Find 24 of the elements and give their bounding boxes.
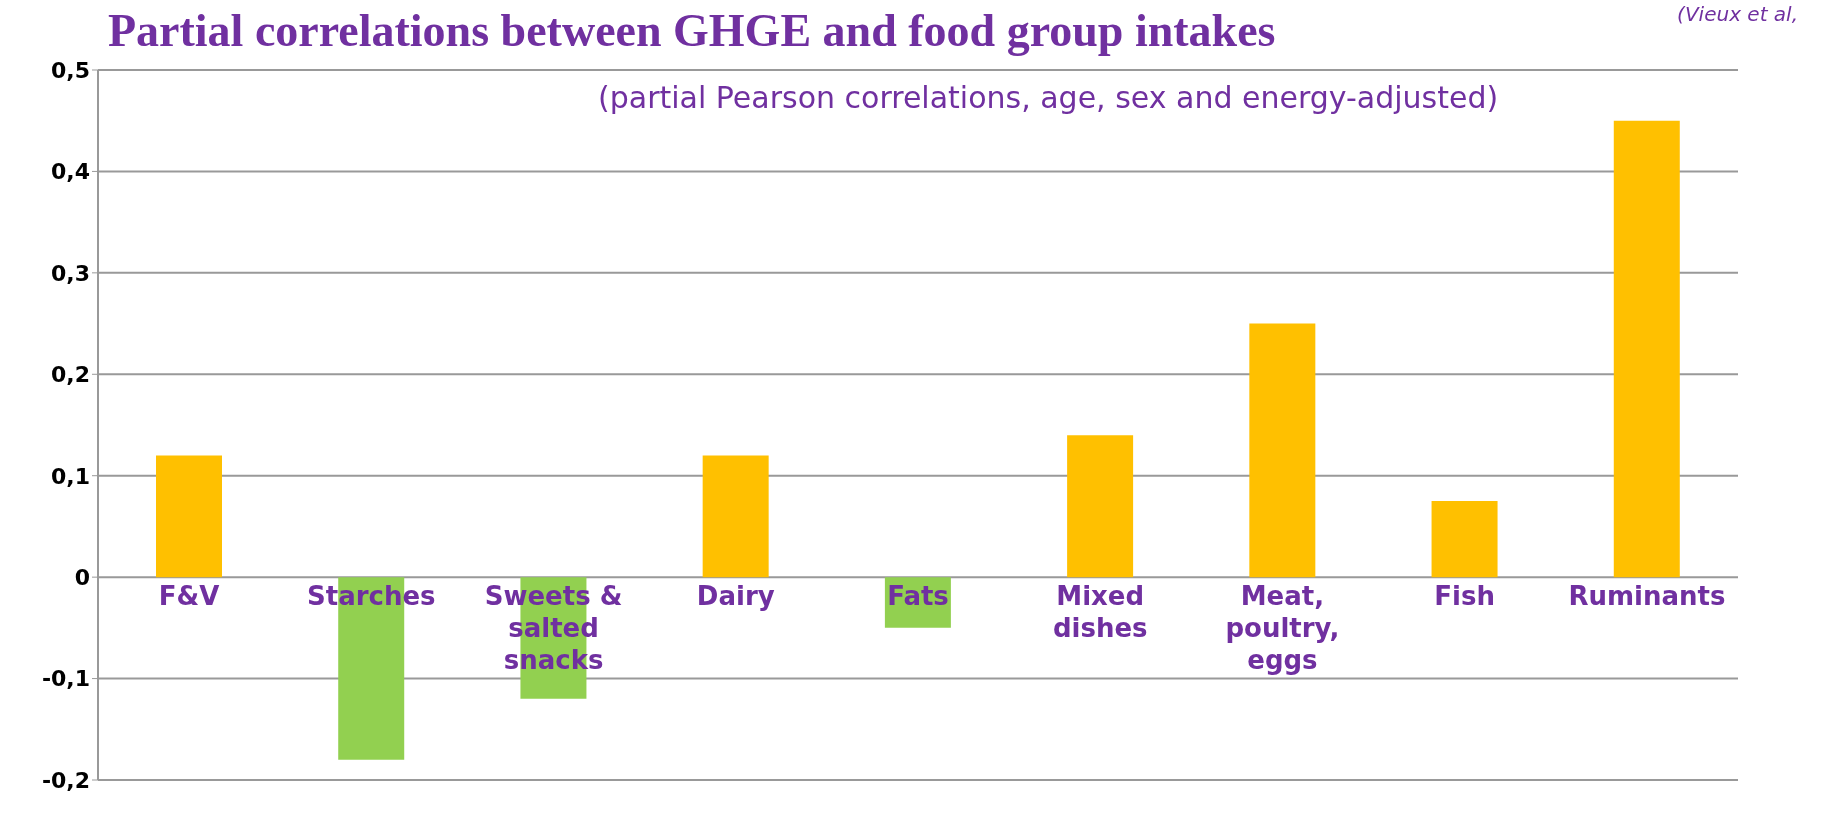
bar [702, 455, 769, 578]
chart-title: Partial correlations between GHGE and food group intakes [108, 4, 1276, 57]
y-tick-label: 0 [74, 564, 90, 590]
x-tick-label: Meat, poultry, eggs [1225, 581, 1340, 676]
chart-subtitle: (partial Pearson correlations, age, sex and energy-adjusted) [598, 80, 1499, 115]
x-tick-label: Fats [887, 581, 949, 612]
bar [1431, 501, 1498, 578]
y-tick-label: -0,1 [41, 666, 90, 692]
y-tick-label: 0,5 [51, 57, 90, 83]
bar [1067, 435, 1134, 578]
x-tick-label: F&V [158, 581, 220, 612]
y-tick-label: -0,2 [41, 767, 90, 793]
x-tick-label: Mixed dishes [1052, 581, 1148, 644]
bar [1249, 323, 1316, 578]
y-tick-label: 0,4 [51, 159, 90, 185]
y-tick-label: 0,3 [51, 260, 90, 286]
x-tick-label: Fish [1434, 581, 1495, 612]
x-tick-label: Dairy [696, 581, 775, 612]
y-tick-label: 0,2 [51, 362, 90, 388]
x-tick-label: Ruminants [1568, 581, 1726, 612]
y-tick-label: 0,1 [51, 463, 90, 489]
bar [1613, 120, 1680, 578]
bar [156, 455, 222, 578]
text: (Vieux et al, [1677, 2, 1798, 26]
